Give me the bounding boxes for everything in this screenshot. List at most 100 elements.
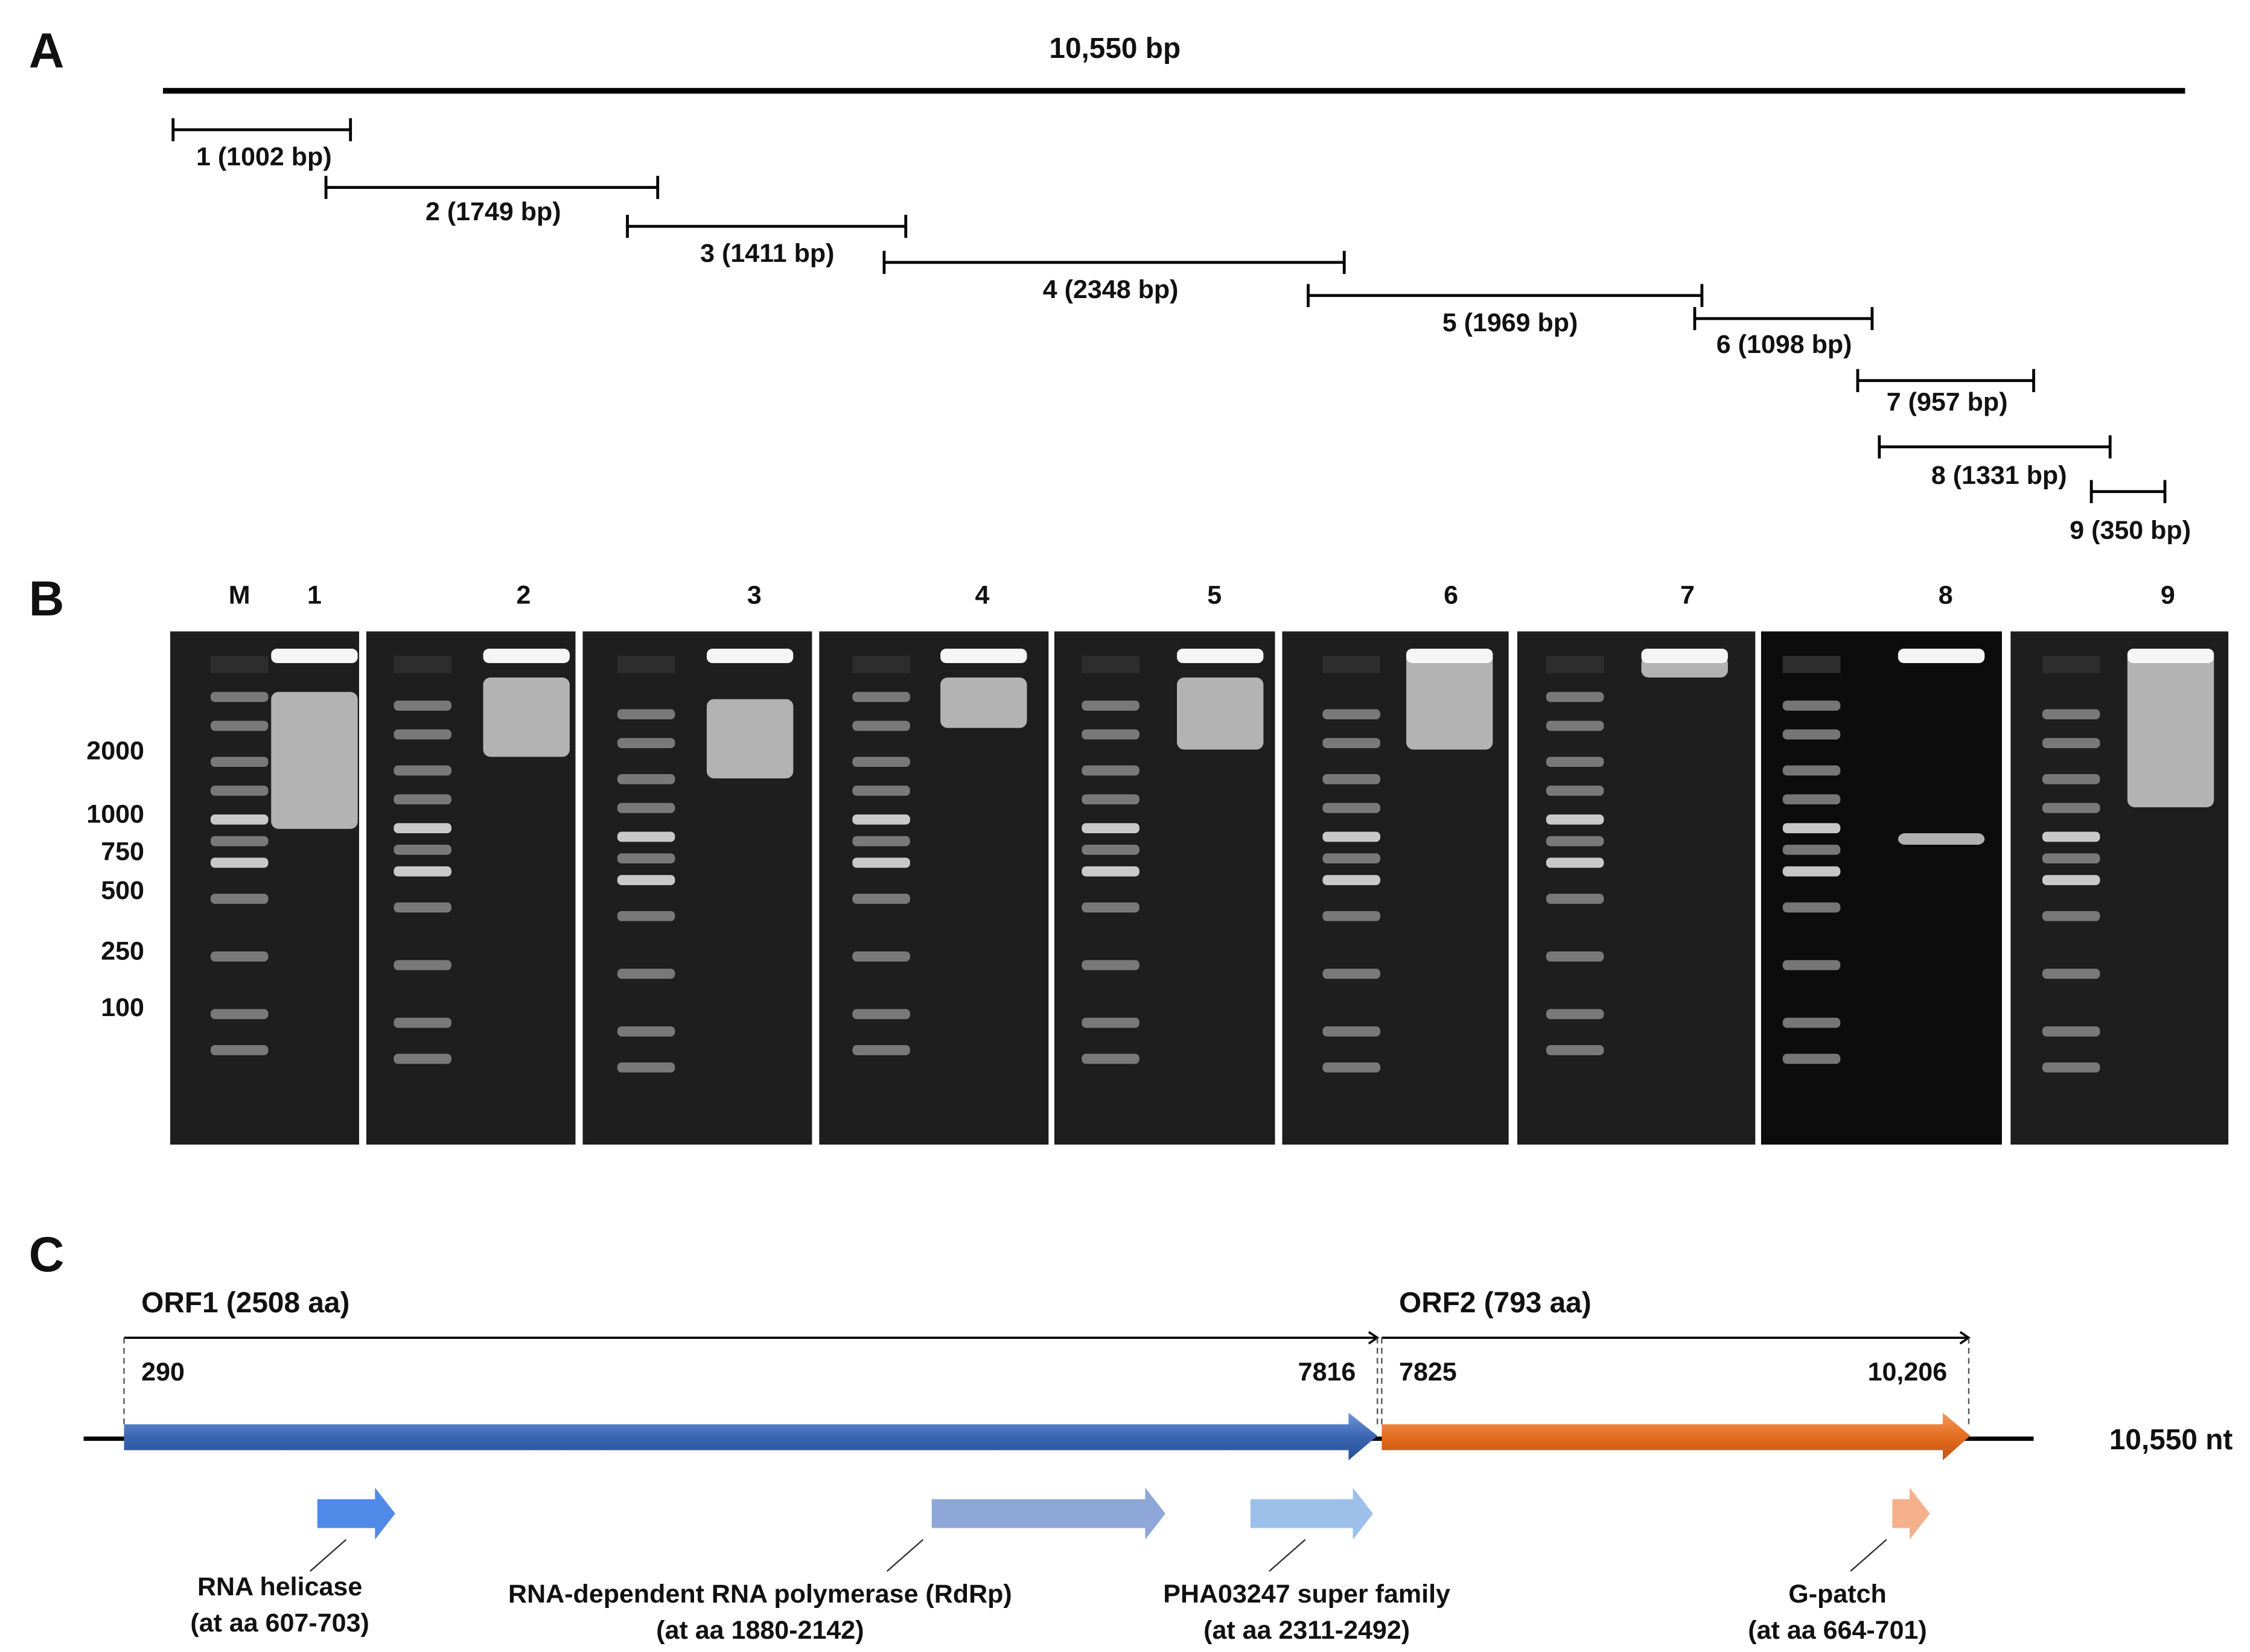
gel-well — [2042, 656, 2100, 673]
ladder-band — [1546, 1045, 1604, 1055]
genome-length: 10,550 nt — [2109, 1424, 2233, 1456]
gel-well — [852, 656, 910, 673]
ladder-band — [394, 902, 451, 913]
fragment-label: 8 (1331 bp) — [1931, 461, 2067, 490]
orf-name: ORF2 (793 aa) — [1399, 1287, 1592, 1319]
lane-label: 3 — [747, 580, 762, 609]
gel-well — [617, 656, 675, 673]
ladder-band — [1322, 709, 1380, 720]
ladder-band — [2042, 968, 2100, 979]
ladder-band — [852, 786, 910, 796]
orf1-arrow — [124, 1412, 1378, 1461]
ladder-band — [1546, 857, 1604, 868]
orf-extent — [124, 1331, 1380, 1345]
domain-range: (at aa 1880-2142) — [656, 1616, 864, 1645]
well-band — [1406, 649, 1493, 664]
ladder-band — [2042, 1026, 2100, 1037]
ladder-band — [1082, 701, 1139, 711]
domain-arrow — [1892, 1487, 1930, 1540]
ladder-band — [617, 853, 675, 864]
ladder-label: 750 — [101, 837, 144, 866]
ladder-band — [1782, 960, 1841, 970]
ladder-band — [852, 894, 910, 904]
ladder-band — [1082, 960, 1139, 970]
fragment-bar — [626, 214, 908, 238]
orf-name: ORF1 (2508 aa) — [141, 1287, 349, 1319]
ladder-band — [852, 1009, 910, 1020]
ladder-band — [1082, 866, 1139, 877]
ladder-band — [394, 960, 451, 970]
orf-end: 7816 — [1298, 1358, 1356, 1387]
gel-well — [394, 656, 451, 673]
lane-label: 8 — [1939, 580, 1953, 609]
ladder-band — [210, 836, 269, 847]
ladder-band — [617, 774, 675, 784]
domain-range: (at aa 607-703) — [190, 1609, 369, 1638]
domain-name: G-patch — [1788, 1580, 1886, 1609]
ladder-band — [617, 1026, 675, 1037]
fragment-label: 3 (1411 bp) — [700, 239, 834, 268]
gel-image — [1517, 631, 1756, 1145]
orf-start: 7825 — [1399, 1358, 1457, 1387]
ladder-label: 500 — [101, 876, 144, 905]
gel-well — [1322, 656, 1380, 673]
ladder-label: 250 — [101, 937, 144, 966]
ladder-band — [1782, 794, 1841, 805]
product-band — [483, 677, 570, 757]
fragment-label: 7 (957 bp) — [1887, 387, 2008, 416]
ladder-band — [2042, 709, 2100, 720]
ladder-band — [394, 729, 451, 740]
fragment-bar — [171, 118, 352, 142]
lane-label: 5 — [1207, 580, 1222, 609]
ladder-band — [1546, 894, 1604, 904]
well-band — [940, 649, 1027, 664]
ladder-band — [1782, 866, 1841, 877]
ladder-band — [394, 1017, 451, 1028]
product-band — [271, 691, 358, 829]
domain-arrow — [317, 1487, 395, 1540]
well-band — [2127, 649, 2214, 664]
product-band — [940, 677, 1027, 728]
ladder-band — [210, 894, 269, 904]
ladder-band — [852, 857, 910, 868]
well-band — [483, 649, 570, 664]
domain-range: (at aa 664-701) — [1748, 1616, 1927, 1645]
ladder-band — [394, 701, 451, 711]
fragment-bar — [1878, 435, 2112, 459]
lane-label: 4 — [975, 580, 989, 609]
ladder-band — [1782, 823, 1841, 833]
ladder-band — [1082, 729, 1139, 740]
ladder-band — [852, 1045, 910, 1055]
ladder-band — [2042, 738, 2100, 748]
ladder-label: 2000 — [86, 737, 144, 766]
ladder-band — [852, 951, 910, 962]
ladder-band — [394, 845, 451, 855]
ladder-band — [1322, 1062, 1380, 1073]
gel-well — [1082, 656, 1139, 673]
domain-name: PHA03247 super family — [1163, 1580, 1450, 1609]
ladder-band — [1782, 701, 1841, 711]
ladder-band — [1546, 720, 1604, 731]
ladder-band — [1082, 1017, 1139, 1028]
ladder-band — [1322, 774, 1380, 784]
fragment-bar — [2089, 480, 2167, 503]
ladder-band — [617, 802, 675, 813]
domain-range: (at aa 2311-2492) — [1203, 1616, 1410, 1645]
domain-pointer — [310, 1539, 347, 1572]
well-band — [271, 649, 358, 664]
well-band — [1641, 649, 1728, 664]
gel-well — [210, 656, 269, 673]
ladder-band — [394, 1053, 451, 1064]
ladder-band — [617, 968, 675, 979]
ladder-band — [852, 720, 910, 731]
orf-extent — [1382, 1331, 1971, 1345]
ladder-band — [2042, 831, 2100, 842]
ladder-band — [1082, 765, 1139, 776]
ladder-band — [617, 738, 675, 748]
well-band — [1177, 649, 1264, 664]
ladder-band — [852, 814, 910, 825]
domain-name: RNA-dependent RNA polymerase (RdRp) — [508, 1580, 1012, 1609]
domain-pointer — [1850, 1539, 1887, 1572]
fragment-bar — [324, 176, 660, 199]
domain-arrow — [1250, 1487, 1374, 1540]
